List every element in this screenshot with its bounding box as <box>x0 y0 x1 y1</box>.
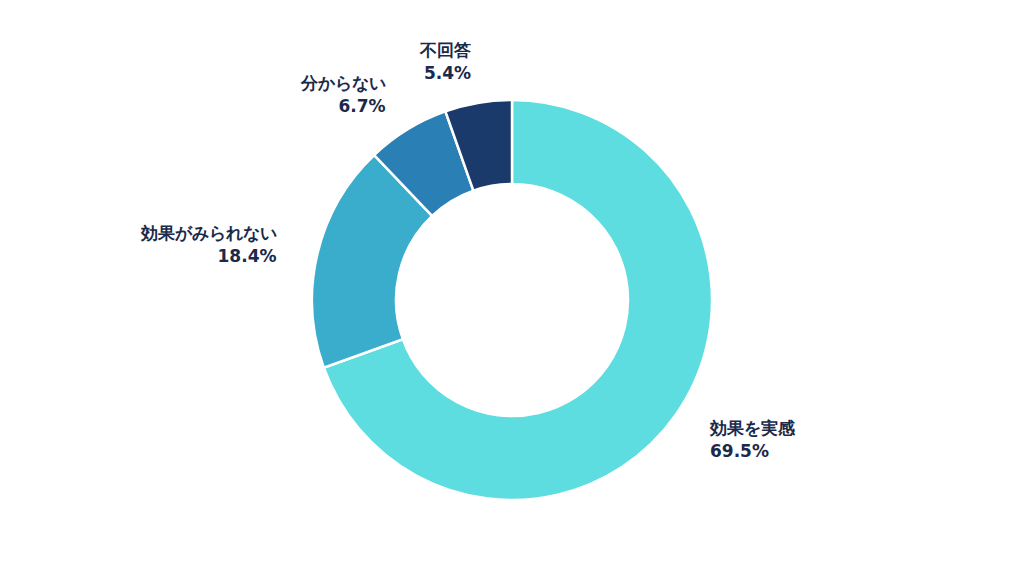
slice <box>445 100 512 191</box>
slice-label: 効果を実感 <box>709 418 796 438</box>
slice-label: 分からない <box>300 73 386 93</box>
chart-container: 効果を実感 69.5% 効果がみられない 18.4% 分からない 6.7% 不回答 5.4% <box>0 0 1024 576</box>
background <box>0 0 1024 576</box>
data-label: 69.5% <box>710 441 769 461</box>
slice-label: 効果がみられない <box>140 223 277 243</box>
slice-label: 不回答 <box>419 40 471 60</box>
data-label: 18.4% <box>218 246 277 266</box>
chart: 効果を実感 69.5% 効果がみられない 18.4% 分からない 6.7% 不回答 5.4% <box>0 0 1024 576</box>
data-label: 5.4% <box>424 63 471 83</box>
data-label: 6.7% <box>338 96 385 116</box>
labels: 効果を実感 69.5% 効果がみられない 18.4% 分からない 6.7% 不回答 5.4% <box>140 40 796 461</box>
slices <box>312 100 712 500</box>
